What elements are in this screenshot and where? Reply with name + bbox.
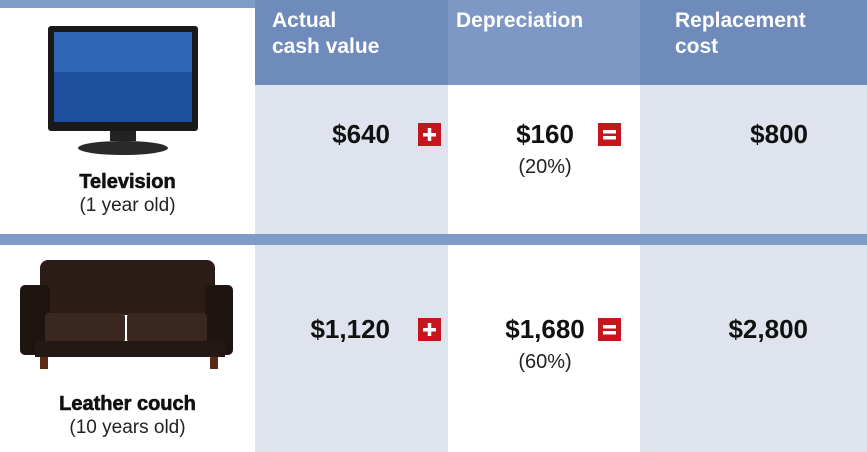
actual-cash-value: $640	[332, 119, 390, 150]
item-age: (1 year old)	[0, 195, 255, 217]
depreciation: $160	[450, 119, 640, 150]
top-stripe	[0, 0, 255, 8]
header-text: cash value	[272, 34, 379, 60]
plus-icon	[418, 318, 441, 341]
header-text: Depreciation	[456, 8, 583, 34]
television-image	[40, 18, 210, 168]
plus-icon	[418, 123, 441, 146]
actual-cash-value: $1,120	[310, 314, 390, 345]
depreciation-percent: (60%)	[450, 351, 640, 374]
depreciation-percent: (20%)	[450, 156, 640, 179]
page: Actualcash value Depreciation Replacementc…	[0, 0, 867, 452]
replacement-cost: $2,800	[728, 314, 808, 345]
replacement-cost: $800	[750, 119, 808, 150]
header-text: cost	[675, 34, 718, 60]
item-name: Television	[0, 171, 255, 194]
item-name: Leather couch	[0, 393, 255, 416]
couch-image	[15, 255, 235, 380]
row-separator	[0, 234, 867, 245]
header-text: Replacement	[675, 8, 806, 34]
depreciation: $1,680	[450, 314, 640, 345]
item-age: (10 years old)	[0, 417, 255, 439]
header-text: Actual	[272, 8, 336, 34]
